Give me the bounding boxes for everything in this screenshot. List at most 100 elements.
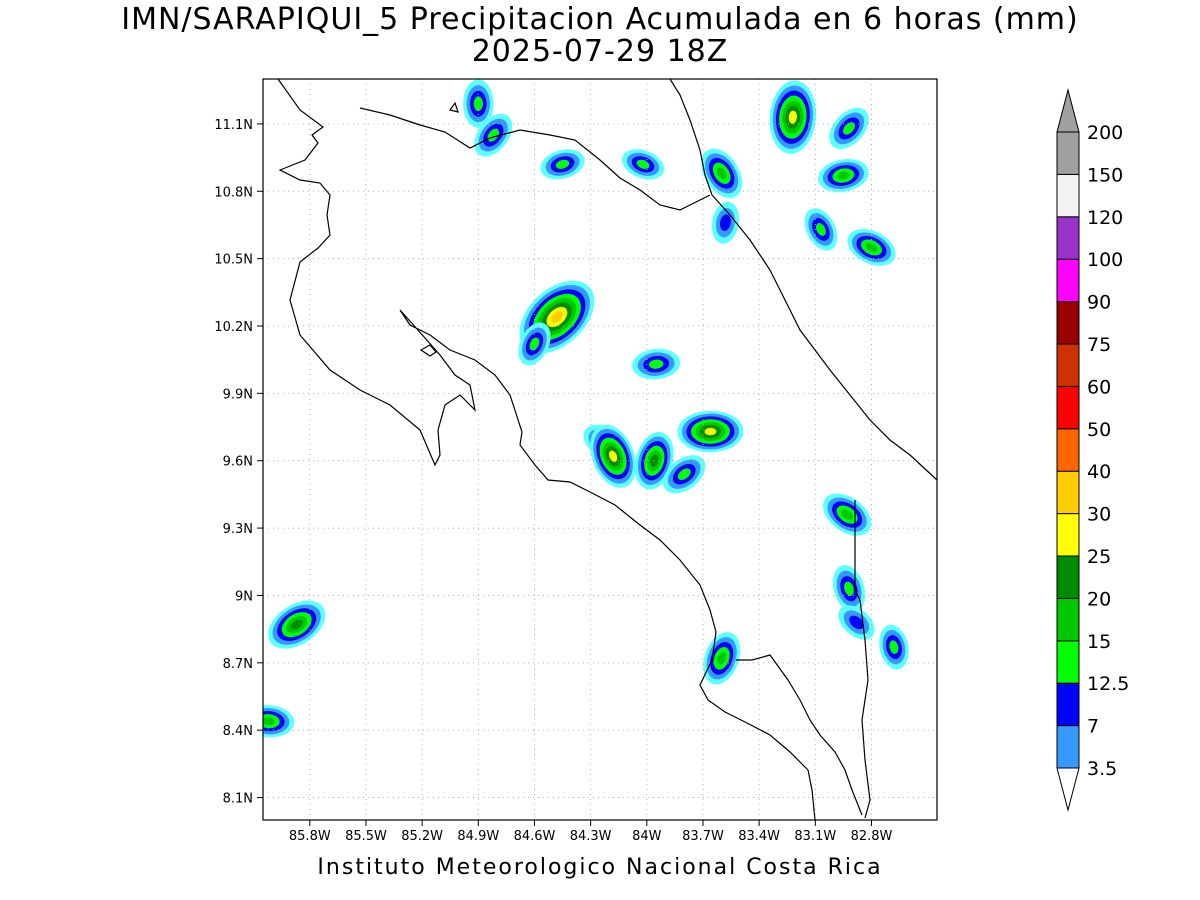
- rain-cell: [804, 208, 838, 251]
- contour-band: [609, 450, 618, 462]
- lon-tick-label: 83.4W: [738, 829, 780, 844]
- rain-cell: [263, 704, 295, 738]
- colorbar-segment: [1056, 216, 1080, 260]
- rain-cell: [474, 113, 513, 157]
- pacific-coastline: [277, 79, 816, 820]
- lon-tick-label: 85.2W: [401, 829, 443, 844]
- rain-cell: [632, 348, 681, 380]
- lon-tick-label: 84.9W: [457, 829, 499, 844]
- contour-band: [788, 110, 797, 124]
- lon-tick-label: 83.1W: [794, 829, 836, 844]
- lon-tick-label: 84.3W: [570, 829, 612, 844]
- contour-band: [889, 640, 899, 654]
- contour-band: [849, 615, 864, 630]
- rain-cell: [703, 632, 741, 685]
- colorbar-level-label: 20: [1087, 588, 1111, 610]
- colorbar-segment: [1056, 343, 1080, 387]
- contour-band: [865, 242, 878, 252]
- colorbar-segment: [1056, 555, 1080, 599]
- colorbar-level-label: 200: [1087, 122, 1123, 144]
- colorbar-level-label: 30: [1087, 504, 1111, 526]
- lat-tick-label: 8.4N: [223, 724, 253, 739]
- lon-tick-label: 83.7W: [682, 829, 724, 844]
- rain-cell: [879, 624, 909, 670]
- lat-tick-label: 10.5N: [214, 253, 253, 268]
- colorbar-level-label: 7: [1087, 716, 1099, 738]
- lon-tick-label: 84.6W: [514, 829, 556, 844]
- colorbar-segment: [1056, 428, 1080, 472]
- contour-band: [704, 427, 717, 436]
- lat-tick-label: 9.3N: [223, 522, 253, 537]
- lat-tick-label: 10.2N: [214, 320, 253, 335]
- lat-tick-label: 8.7N: [223, 657, 253, 672]
- lake-outline: [419, 344, 437, 357]
- colorbar-level-label: 3.5: [1087, 758, 1117, 780]
- chart-title: IMN/SARAPIQUI_5 Precipitacion Acumulada …: [0, 4, 1200, 68]
- contour-band: [843, 122, 855, 135]
- colorbar-level-label: 120: [1087, 207, 1123, 229]
- colorbar-segment: [1056, 470, 1080, 515]
- colorbar-level-label: 40: [1087, 461, 1111, 483]
- lat-tick-label: 9.9N: [223, 387, 253, 402]
- colorbar-segment: [1056, 640, 1080, 684]
- contour-band: [650, 454, 659, 467]
- contour-band: [529, 337, 540, 351]
- map-frame: [262, 78, 938, 821]
- graticule: [263, 79, 937, 820]
- contour-band: [473, 96, 483, 112]
- lon-tick-label: 84W: [632, 829, 662, 844]
- rain-cell: [711, 201, 740, 244]
- contour-band: [844, 581, 854, 596]
- colorbar-segment: [1056, 301, 1080, 345]
- colorbar-segment: [1056, 725, 1080, 769]
- rain-cell: [847, 229, 896, 266]
- rain-cell: [540, 149, 585, 180]
- rain-cell: [822, 493, 872, 536]
- rain-cell: [621, 149, 665, 180]
- rain-cell: [634, 431, 674, 490]
- colorbar-level-label: 15: [1087, 631, 1111, 653]
- contour-band: [837, 171, 850, 180]
- lat-tick-label: 9.6N: [223, 455, 253, 470]
- longitude-axis: 85.8W 85.5W 85.2W 84.9W 84.6W 84.3W 84W 83.7W 83…: [289, 820, 893, 844]
- colorbar-level-label: 50: [1087, 419, 1111, 441]
- lon-tick-label: 85.8W: [289, 829, 331, 844]
- contour-band: [555, 159, 570, 169]
- rain-cell: [677, 410, 744, 453]
- panama-border: [854, 500, 871, 819]
- rain-cell: [829, 107, 869, 150]
- nicaragua-border: [359, 107, 711, 211]
- colorbar-min-arrow: [1056, 767, 1080, 812]
- contour-band: [648, 359, 664, 369]
- island-outline: [448, 101, 459, 113]
- lon-tick-label: 82.8W: [851, 829, 893, 844]
- footer-credit: Instituto Meteorologico Nacional Costa R…: [317, 855, 883, 880]
- latitude-axis: 11.1N 10.8N 10.5N 10.2N 9.9N 9.6N 9.3N 9N 8.7N 8.…: [214, 118, 263, 807]
- lat-tick-label: 11.1N: [214, 118, 253, 133]
- caribbean-coastline: [669, 79, 937, 481]
- rain-cell: [663, 455, 706, 494]
- rain-cell: [769, 80, 817, 154]
- rain-cell: [590, 424, 637, 488]
- colorbar-level-label: 75: [1087, 334, 1111, 356]
- colorbar-segment: [1056, 131, 1080, 175]
- lat-tick-label: 9N: [235, 589, 253, 604]
- rain-cell: [818, 158, 869, 193]
- colorbar-segment: [1056, 385, 1080, 430]
- colorbar-max-arrow: [1056, 88, 1080, 133]
- colorbar-level-label: 100: [1087, 249, 1123, 271]
- osa-peninsula: [736, 654, 863, 816]
- colorbar-level-label: 25: [1087, 546, 1111, 568]
- colorbar-level-label: 90: [1087, 292, 1111, 314]
- colorbar-segment: [1056, 258, 1080, 303]
- rain-cell: [838, 605, 875, 640]
- contour-band: [720, 214, 731, 231]
- colorbar-segment: [1056, 513, 1080, 557]
- rain-cell: [518, 322, 551, 366]
- contour-band: [716, 167, 727, 180]
- rain-cell: [268, 600, 326, 649]
- lat-tick-label: 10.8N: [214, 185, 253, 200]
- rain-cell: [701, 148, 743, 199]
- contour-band: [263, 717, 275, 726]
